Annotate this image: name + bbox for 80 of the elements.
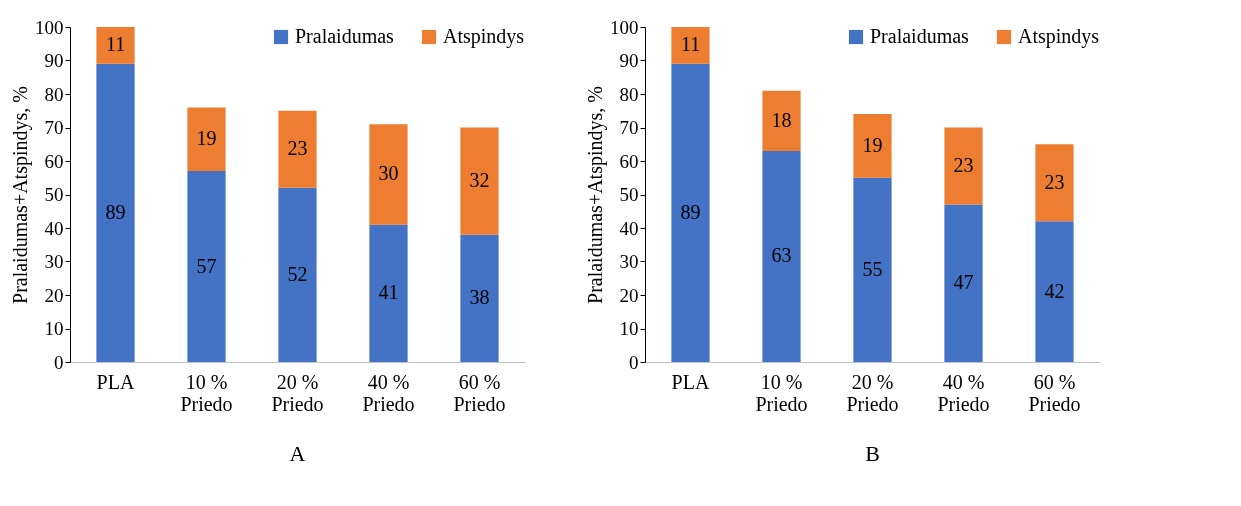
y-tick-label: 30 xyxy=(44,251,64,272)
y-axis-title: Pralaidumas+Atspindys, % xyxy=(584,86,607,304)
data-label: 23 xyxy=(953,154,974,177)
y-tick-label: 40 xyxy=(619,217,639,239)
text: B xyxy=(865,441,880,466)
data-label: 19 xyxy=(862,133,883,156)
data-label: 41 xyxy=(378,281,399,304)
y-tick-label: 50 xyxy=(44,184,64,205)
data-label: 30 xyxy=(378,162,399,185)
data-label: 63 xyxy=(771,244,792,267)
x-tick-label: 10 % Priedo xyxy=(180,370,233,415)
text: A xyxy=(289,441,306,466)
bar xyxy=(460,127,499,235)
y-tick-label: 10 xyxy=(44,318,64,339)
bar xyxy=(460,234,499,362)
x-tick-label: 40 % Priedo xyxy=(362,370,415,415)
bar xyxy=(187,107,226,172)
y-tick-label: 0 xyxy=(54,351,64,373)
x-tick-label: 20 % Priedo xyxy=(271,370,324,415)
bar xyxy=(1035,221,1074,362)
bar xyxy=(1035,144,1074,222)
data-label: 18 xyxy=(771,108,792,131)
data-label: 57 xyxy=(196,254,217,277)
bar xyxy=(944,127,983,205)
data-label: 52 xyxy=(287,262,308,285)
bar xyxy=(96,27,135,64)
y-tick-label: 30 xyxy=(619,251,639,272)
bar xyxy=(762,150,801,362)
x-tick-label: 60 % Priedo xyxy=(1028,370,1081,415)
bar xyxy=(853,177,892,362)
data-label: 32 xyxy=(469,169,490,192)
bar xyxy=(278,187,317,362)
x-tick-label: 40 % Priedo xyxy=(937,370,990,415)
legend-label: Pralaidumas xyxy=(870,25,970,47)
y-tick-label: 60 xyxy=(44,150,64,172)
x-tick-label: 20 % Priedo xyxy=(846,370,899,415)
bar xyxy=(853,114,892,178)
y-tick-label: 70 xyxy=(44,117,64,138)
data-label: 42 xyxy=(1044,279,1065,302)
bar xyxy=(671,27,710,64)
bar xyxy=(944,204,983,362)
data-label: 55 xyxy=(862,257,883,280)
data-label: 89 xyxy=(680,200,701,223)
y-tick-label: 60 xyxy=(619,150,639,172)
y-tick-label: 90 xyxy=(44,50,64,71)
data-label: 19 xyxy=(196,127,217,150)
data-label: 47 xyxy=(953,271,974,294)
x-tick-label: PLA xyxy=(96,370,135,393)
y-tick-label: 0 xyxy=(629,351,639,373)
y-tick-label: 80 xyxy=(44,83,64,105)
y-tick-label: 40 xyxy=(44,217,64,239)
bar xyxy=(96,63,135,362)
bar xyxy=(369,224,408,362)
y-tick-label: 80 xyxy=(619,83,639,105)
data-label: 38 xyxy=(469,286,490,309)
data-label: 89 xyxy=(105,200,126,223)
bar xyxy=(762,90,801,151)
bar xyxy=(369,124,408,225)
bar xyxy=(671,63,710,362)
x-tick-label: PLA xyxy=(671,370,710,393)
data-label: 23 xyxy=(287,137,308,160)
y-tick-label: 100 xyxy=(35,16,64,38)
y-tick-label: 50 xyxy=(619,184,639,205)
data-label: 11 xyxy=(680,33,701,56)
y-axis-title: Pralaidumas+Atspindys, % xyxy=(9,86,32,304)
x-tick-label: 10 % Priedo xyxy=(755,370,808,415)
x-tick-label: 60 % Priedo xyxy=(453,370,506,415)
y-tick-label: 10 xyxy=(619,318,639,339)
data-label: 11 xyxy=(105,33,126,56)
bar xyxy=(278,110,317,188)
legend-label: Pralaidumas xyxy=(295,25,395,47)
y-tick-label: 20 xyxy=(619,284,639,306)
legend-label: Atspindys xyxy=(1018,25,1100,48)
y-tick-label: 90 xyxy=(619,50,639,71)
y-tick-label: 70 xyxy=(619,117,639,138)
legend-label: Atspindys xyxy=(443,25,525,48)
data-label: 23 xyxy=(1044,170,1065,193)
y-tick-label: 100 xyxy=(610,16,639,38)
bar xyxy=(187,171,226,362)
y-tick-label: 20 xyxy=(44,284,64,306)
